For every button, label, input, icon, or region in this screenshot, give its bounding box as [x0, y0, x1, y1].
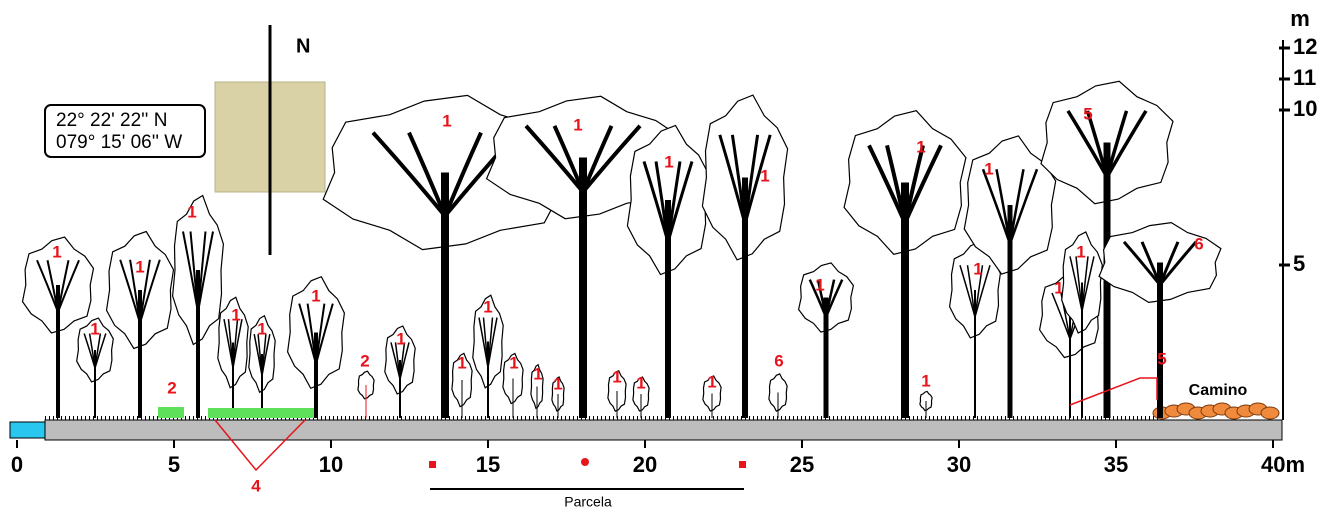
tree-species-label: 1	[760, 166, 769, 185]
y-tick-label: 12	[1293, 34, 1317, 59]
tree-species-label: 1	[921, 371, 930, 390]
grass	[208, 408, 314, 418]
ground	[45, 420, 1282, 440]
plot-marker	[581, 458, 589, 466]
tree-species-label: 1	[707, 372, 716, 391]
tree-species-label: 1	[973, 259, 982, 278]
tree-species-label: 1	[231, 305, 240, 324]
tree-species-label: 1	[509, 353, 518, 372]
plot-marker	[739, 461, 746, 468]
tree-species-label: 1	[1076, 242, 1085, 261]
tree-species-label: 1	[664, 152, 673, 171]
road-label: Camino	[1189, 382, 1248, 399]
tree-species-label: 1	[457, 353, 466, 372]
tree-species-label: 1	[573, 115, 582, 134]
x-tick-label: 30	[947, 452, 971, 477]
vegetation-profile: N 22° 22' 22'' N 079° 15' 06'' W 1111111…	[0, 0, 1339, 514]
tree-species-label: 1	[257, 319, 266, 338]
north-label: N	[296, 35, 310, 57]
tree-species-label: 6	[1194, 234, 1203, 253]
grass	[158, 407, 184, 418]
tree-species-label: 1	[984, 159, 993, 178]
road	[1153, 403, 1279, 419]
x-tick-label: 20	[633, 452, 657, 477]
tree-species-label: 1	[553, 374, 562, 393]
tree-species-label: 1	[636, 373, 645, 392]
gravel	[1261, 407, 1279, 419]
plot-label: Parcela	[564, 494, 612, 510]
grass-label: 2	[167, 378, 176, 397]
tree-species-label: 1	[90, 319, 99, 338]
tree-species-label: 1	[442, 111, 451, 130]
y-tick-label: 5	[1293, 251, 1305, 276]
pointer	[1070, 378, 1157, 405]
tree-species-label: 1	[135, 257, 144, 276]
tree-species-label: 6	[774, 351, 783, 370]
y-tick-label: 10	[1293, 96, 1317, 121]
latitude: 22° 22' 22'' N	[56, 110, 167, 131]
x-tick-label: 10	[319, 452, 343, 477]
y-tick-label: 11	[1293, 65, 1316, 90]
tree-species-label: 1	[612, 367, 621, 386]
x-tick-label: 35	[1104, 452, 1128, 477]
tree-species-label: 2	[360, 351, 369, 370]
tree-species-label: 1	[187, 202, 196, 221]
tree-species-label: 5	[1083, 104, 1092, 123]
x-tick-label: 15	[476, 452, 500, 477]
tree-species-label: 1	[483, 297, 492, 316]
grass-annotation: 4	[251, 476, 261, 495]
tree-species-label: 1	[311, 286, 320, 305]
tree-species-label: 1	[52, 242, 61, 261]
x-tick-label: 0	[11, 452, 23, 477]
tree-species-label: 1	[815, 275, 824, 294]
x-tick-label: 5	[168, 452, 180, 477]
y-unit: m	[1290, 6, 1310, 31]
longitude: 079° 15' 06'' W	[56, 132, 182, 153]
tree-species-label: 1	[916, 137, 925, 156]
tree-species-label: 1	[396, 329, 405, 348]
plot-marker	[429, 461, 436, 468]
x-tick-label: 40m	[1261, 452, 1305, 477]
seedlings-annotation: 5	[1157, 349, 1166, 368]
x-tick-label: 25	[790, 452, 814, 477]
tree-species-label: 1	[533, 364, 542, 383]
